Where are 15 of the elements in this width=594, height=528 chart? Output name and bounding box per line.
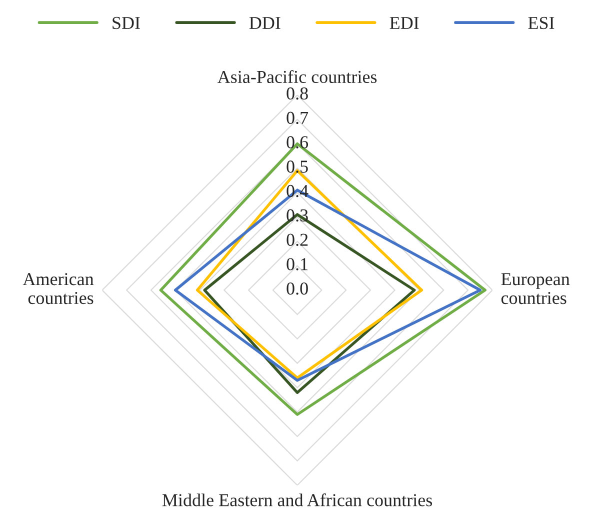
y-tick-label: 0.6 xyxy=(286,136,308,148)
spoke-label: Middle Eastern and African countries xyxy=(162,493,432,506)
y-tick-label: 0.1 xyxy=(286,258,308,270)
spoke-label: American countries xyxy=(22,273,94,304)
spoke-label: Asia-Pacific countries xyxy=(218,70,377,84)
y-tick-label: 0.0 xyxy=(286,282,308,295)
y-tick-label: 0.2 xyxy=(286,234,308,246)
y-tick-label: 0.7 xyxy=(286,112,308,124)
spoke-label: European countries xyxy=(501,273,570,304)
legend-label: SDI xyxy=(112,16,140,30)
y-tick-label: 0.8 xyxy=(286,87,308,100)
y-tick-label: 0.5 xyxy=(286,160,308,173)
legend-label: ESI xyxy=(528,16,554,30)
legend-label: EDI xyxy=(390,17,419,29)
legend-label: DDI xyxy=(249,17,280,29)
